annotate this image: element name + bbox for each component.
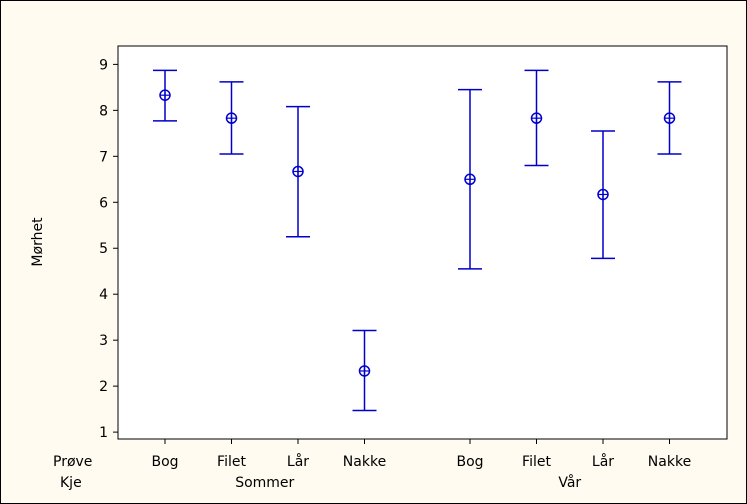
category-label: Nakke (648, 454, 691, 470)
category-label: Filet (217, 454, 246, 470)
y-axis: 1 2 3 4 5 6 7 8 9 (99, 57, 118, 441)
y-tick-label: 1 (99, 425, 108, 441)
y-axis-label: Mørhet (30, 217, 46, 267)
y-tick-label: 2 (99, 379, 108, 395)
row-label-prove: Prøve (53, 454, 92, 470)
y-tick-label: 8 (99, 103, 108, 119)
category-label: Lår (592, 453, 614, 470)
category-label: Filet (522, 454, 551, 470)
x-axis-labels: Bog Filet Lår Nakke Sommer Bog Filet Lår Nakke Vå… (151, 439, 691, 491)
y-tick-label: 6 (99, 195, 108, 211)
category-label: Bog (151, 454, 178, 470)
y-tick-label: 3 (99, 333, 108, 349)
group-label: Sommer (235, 475, 294, 491)
plot-area (117, 45, 728, 440)
category-label: Bog (456, 454, 483, 470)
group-label: Vår (558, 474, 581, 491)
y-tick-label: 5 (99, 241, 108, 257)
y-tick-label: 7 (99, 149, 108, 165)
row-label-kje: Kje (60, 475, 82, 491)
y-tick-label: 9 (99, 57, 108, 73)
y-tick-label: 4 (99, 287, 108, 303)
interval-marks (153, 69, 682, 412)
category-label: Nakke (343, 454, 386, 470)
category-label: Lår (287, 453, 309, 470)
